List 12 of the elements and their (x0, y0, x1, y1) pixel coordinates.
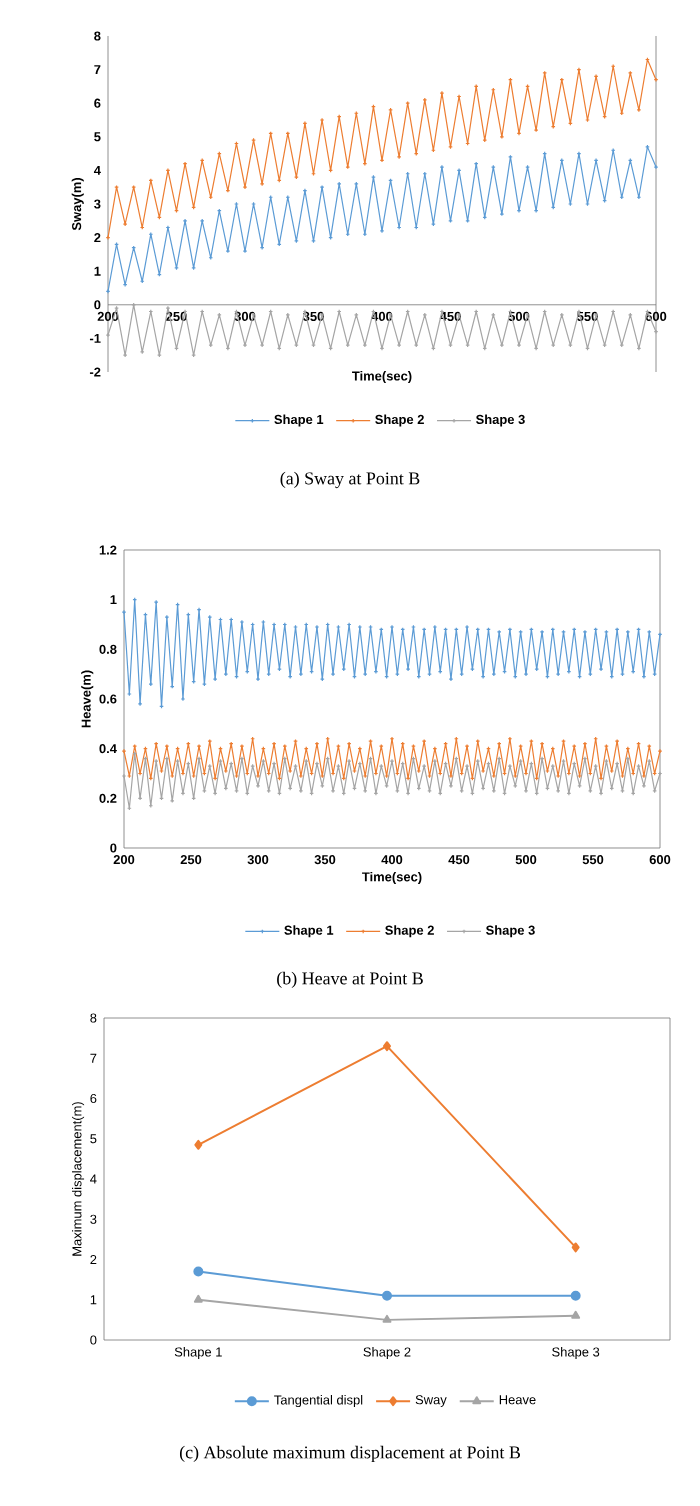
text: (a) Sway at Point B (280, 471, 420, 489)
point (382, 1314, 392, 1323)
point (382, 1290, 392, 1301)
point (194, 1139, 203, 1150)
point (570, 1290, 581, 1301)
point (193, 1294, 203, 1303)
text: (c) Absolute maximum displacement at Point B (179, 1445, 521, 1463)
point (383, 1041, 391, 1052)
text: (b) Heave at Point B (277, 971, 423, 989)
point (571, 1310, 581, 1319)
point (571, 1242, 580, 1253)
point (193, 1266, 204, 1277)
